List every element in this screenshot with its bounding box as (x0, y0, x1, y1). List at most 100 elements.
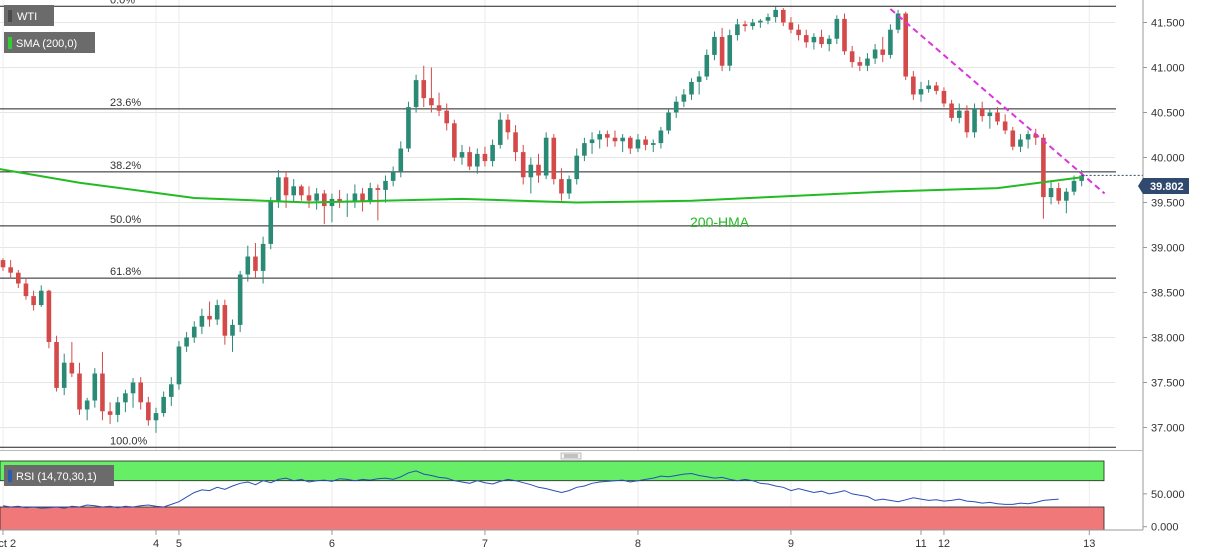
candle-body (712, 36, 717, 55)
candle-body (260, 243, 266, 271)
time-tick-label: 13 (1083, 538, 1095, 550)
candle-body (0, 260, 6, 268)
sma-legend[interactable]: SMA (200,0) (4, 32, 95, 53)
price-tick-label: 39.500 (1151, 198, 1185, 210)
candle-body (1048, 188, 1054, 198)
bullish-candle (153, 407, 159, 433)
bearish-candle (536, 153, 541, 183)
candle-body (635, 139, 641, 149)
candle-body (788, 22, 794, 30)
bearish-candle (949, 99, 954, 122)
candle-body (31, 296, 36, 306)
candle-body (543, 137, 549, 176)
fibonacci-levels: 0.0% 23.6% 38.2% 50.0% 61.8% 100.0% (0, 0, 1116, 448)
price-tick-label: 41.500 (1151, 18, 1185, 30)
candle-body (375, 188, 381, 190)
bearish-candle (54, 335, 59, 392)
bearish-candle (421, 65, 427, 108)
candle-body (796, 29, 801, 36)
bullish-candle (750, 18, 755, 30)
bullish-candle (926, 80, 931, 93)
candle-body (299, 186, 304, 196)
bearish-candle (849, 45, 855, 68)
bullish-candle (826, 35, 832, 52)
bearish-candle (100, 351, 105, 421)
bearish-candle (796, 24, 801, 41)
panel-resize-handle[interactable] (560, 452, 582, 460)
bullish-candle (673, 96, 679, 118)
candle-body (673, 101, 679, 113)
candle-body (956, 110, 962, 118)
bearish-candle (337, 189, 342, 208)
candle-body (696, 76, 702, 82)
candle-body (352, 193, 358, 201)
candle-body (77, 373, 82, 410)
symbol-label: WTI (17, 11, 37, 23)
candle-body (237, 274, 243, 325)
price-tick-label: 38.000 (1151, 333, 1185, 345)
symbol-legend[interactable]: WTI (4, 5, 54, 26)
rsi-oversold-zone (0, 506, 1105, 531)
candle-body (207, 315, 212, 320)
bearish-candle (995, 107, 1000, 126)
candle-body (92, 373, 98, 401)
bearish-candle (559, 168, 564, 201)
candle-body (536, 164, 541, 176)
candle-body (826, 38, 832, 45)
bullish-candle (918, 81, 924, 102)
candle-body (176, 346, 182, 385)
candle-body (283, 177, 289, 196)
price-tick-label: 41.000 (1151, 63, 1185, 75)
bullish-candle (237, 270, 243, 333)
bearish-candle (207, 301, 212, 327)
price-tick-label: 39.000 (1151, 243, 1185, 255)
rsi-tick-label: 0.000 (1151, 522, 1179, 534)
candle-body (230, 324, 235, 336)
bullish-candle (38, 285, 44, 307)
candle-body (681, 94, 687, 102)
bearish-candle (77, 362, 82, 415)
time-tick-label: 9 (788, 538, 794, 550)
candle-body (161, 396, 166, 414)
candle-body (842, 18, 847, 52)
candle-body (1071, 180, 1077, 192)
candle-body (253, 256, 258, 271)
bullish-candle (115, 396, 121, 423)
rsi-line (2, 470, 1059, 509)
bearish-candle (880, 36, 886, 63)
bullish-candle (475, 148, 480, 174)
candle-body (1002, 121, 1008, 131)
bearish-candle (467, 146, 472, 171)
fib-level-label: 23.6% (110, 97, 141, 109)
bullish-candle (727, 29, 733, 72)
bullish-candle (169, 377, 174, 406)
bullish-candle (582, 137, 587, 162)
candle-body (413, 80, 419, 108)
sma-200-line (0, 168, 1082, 204)
bearish-candle (605, 130, 610, 147)
fib-level-label: 61.8% (110, 266, 141, 278)
time-tick-label: 12 (938, 538, 950, 550)
candle-body (735, 24, 740, 36)
bullish-candle (1018, 134, 1023, 153)
candle-body (390, 171, 396, 181)
candle-body (811, 36, 817, 43)
candle-body (138, 382, 143, 403)
fib-level-label: 0.0% (110, 0, 135, 6)
bearish-candle (253, 243, 258, 279)
bullish-candle (696, 71, 702, 95)
bullish-candle (865, 53, 870, 72)
rsi-legend-label: RSI (14,70,30,1) (16, 471, 97, 483)
time-tick-label: 5 (176, 538, 182, 550)
candle-body (872, 49, 878, 59)
bullish-candle (765, 13, 771, 25)
candle-body (84, 400, 90, 410)
time-tick-label: 11 (915, 538, 926, 550)
rsi-legend[interactable]: RSI (14,70,30,1) (4, 465, 114, 486)
bullish-candle (543, 132, 549, 180)
candle-body (880, 49, 886, 55)
bearish-candle (16, 270, 21, 288)
rsi-tick-label: 50.000 (1151, 489, 1185, 501)
candle-body (153, 413, 159, 421)
bearish-candle (612, 130, 618, 147)
